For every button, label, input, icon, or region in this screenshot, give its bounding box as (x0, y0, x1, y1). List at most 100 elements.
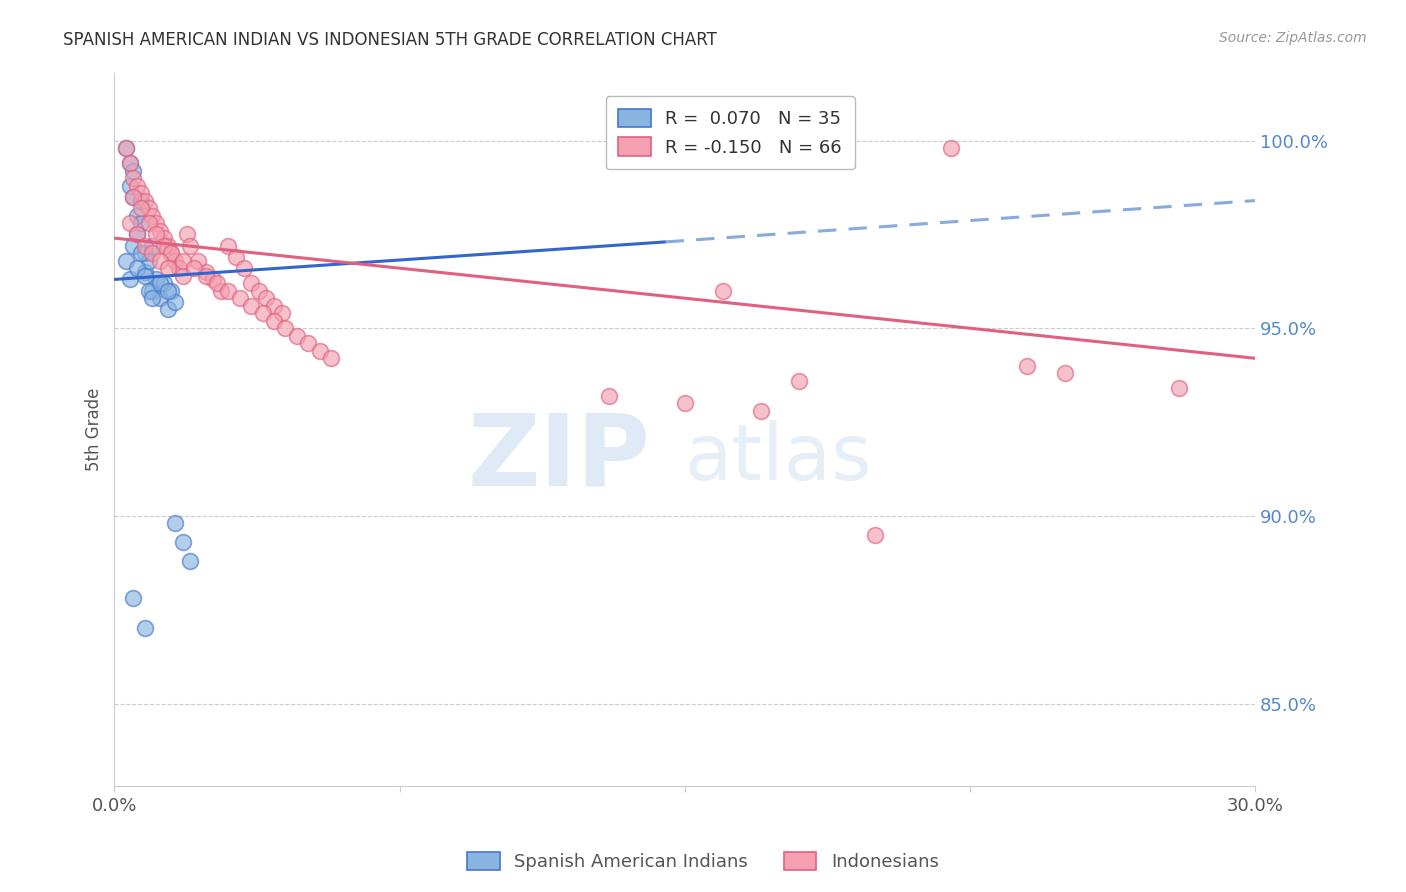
Point (118, 272, 141, 286)
Point (122, 163, 145, 178)
Point (156, 261, 179, 276)
Point (939, 141, 962, 155)
Point (247, 284, 270, 298)
Point (194, 265, 217, 279)
Point (156, 284, 179, 298)
Point (122, 190, 145, 204)
Point (118, 178, 141, 193)
Legend: R =  0.070   N = 35, R = -0.150   N = 66: R = 0.070 N = 35, R = -0.150 N = 66 (606, 96, 855, 169)
Point (122, 591, 145, 606)
Point (187, 253, 209, 268)
Point (141, 238, 163, 252)
Point (1015, 359, 1038, 373)
Point (118, 156, 141, 170)
Point (165, 295, 187, 310)
Point (1053, 366, 1076, 380)
Point (274, 321, 297, 335)
Point (1167, 381, 1189, 395)
Point (217, 238, 239, 252)
Point (673, 396, 696, 410)
Point (165, 516, 187, 531)
Point (122, 238, 145, 252)
Point (122, 171, 145, 186)
Point (149, 291, 172, 305)
Point (118, 216, 141, 230)
Point (149, 224, 172, 238)
Point (183, 261, 205, 276)
Point (156, 238, 179, 252)
Point (172, 253, 194, 268)
Point (285, 328, 308, 343)
Point (134, 622, 156, 636)
Point (225, 250, 247, 264)
Point (141, 246, 163, 260)
Point (179, 238, 201, 252)
Point (129, 186, 152, 200)
Point (138, 284, 160, 298)
Point (127, 178, 149, 193)
Point (252, 306, 274, 320)
Point (160, 246, 183, 260)
Point (141, 291, 163, 305)
Point (145, 272, 167, 286)
Point (176, 227, 198, 242)
Point (256, 291, 278, 305)
Point (217, 284, 239, 298)
Y-axis label: 5th Grade: 5th Grade (86, 388, 103, 471)
Text: atlas: atlas (685, 420, 872, 496)
Point (205, 276, 228, 290)
Point (145, 216, 167, 230)
Point (598, 389, 620, 403)
Point (122, 190, 145, 204)
Point (263, 314, 285, 328)
Point (114, 141, 136, 155)
Point (129, 216, 152, 230)
Point (270, 306, 292, 320)
Point (711, 284, 734, 298)
Point (118, 156, 141, 170)
Point (263, 299, 285, 313)
Point (129, 194, 152, 208)
Point (141, 284, 163, 298)
Point (308, 343, 330, 358)
Point (114, 253, 136, 268)
Point (149, 276, 172, 290)
Point (160, 284, 183, 298)
Point (145, 227, 167, 242)
Point (134, 238, 156, 252)
Point (209, 284, 232, 298)
Point (194, 268, 217, 283)
Point (134, 268, 156, 283)
Point (127, 261, 149, 276)
Point (129, 246, 152, 260)
Point (153, 238, 176, 252)
Point (114, 141, 136, 155)
Point (138, 201, 160, 215)
Point (134, 265, 156, 279)
Point (787, 374, 810, 388)
Point (138, 216, 160, 230)
Point (138, 253, 160, 268)
Point (202, 272, 225, 286)
Point (297, 336, 319, 351)
Text: SPANISH AMERICAN INDIAN VS INDONESIAN 5TH GRADE CORRELATION CHART: SPANISH AMERICAN INDIAN VS INDONESIAN 5T… (63, 31, 717, 49)
Point (134, 246, 156, 260)
Point (232, 261, 254, 276)
Point (127, 227, 149, 242)
Point (127, 209, 149, 223)
Point (229, 291, 252, 305)
Point (156, 302, 179, 317)
Point (134, 194, 156, 208)
Text: Source: ZipAtlas.com: Source: ZipAtlas.com (1219, 31, 1367, 45)
Point (172, 268, 194, 283)
Point (749, 404, 772, 418)
Point (319, 351, 342, 366)
Point (179, 554, 201, 568)
Point (167, 261, 190, 276)
Point (160, 246, 183, 260)
Point (863, 527, 886, 541)
Point (127, 227, 149, 242)
Text: ZIP: ZIP (468, 409, 651, 507)
Point (172, 535, 194, 549)
Point (153, 231, 176, 245)
